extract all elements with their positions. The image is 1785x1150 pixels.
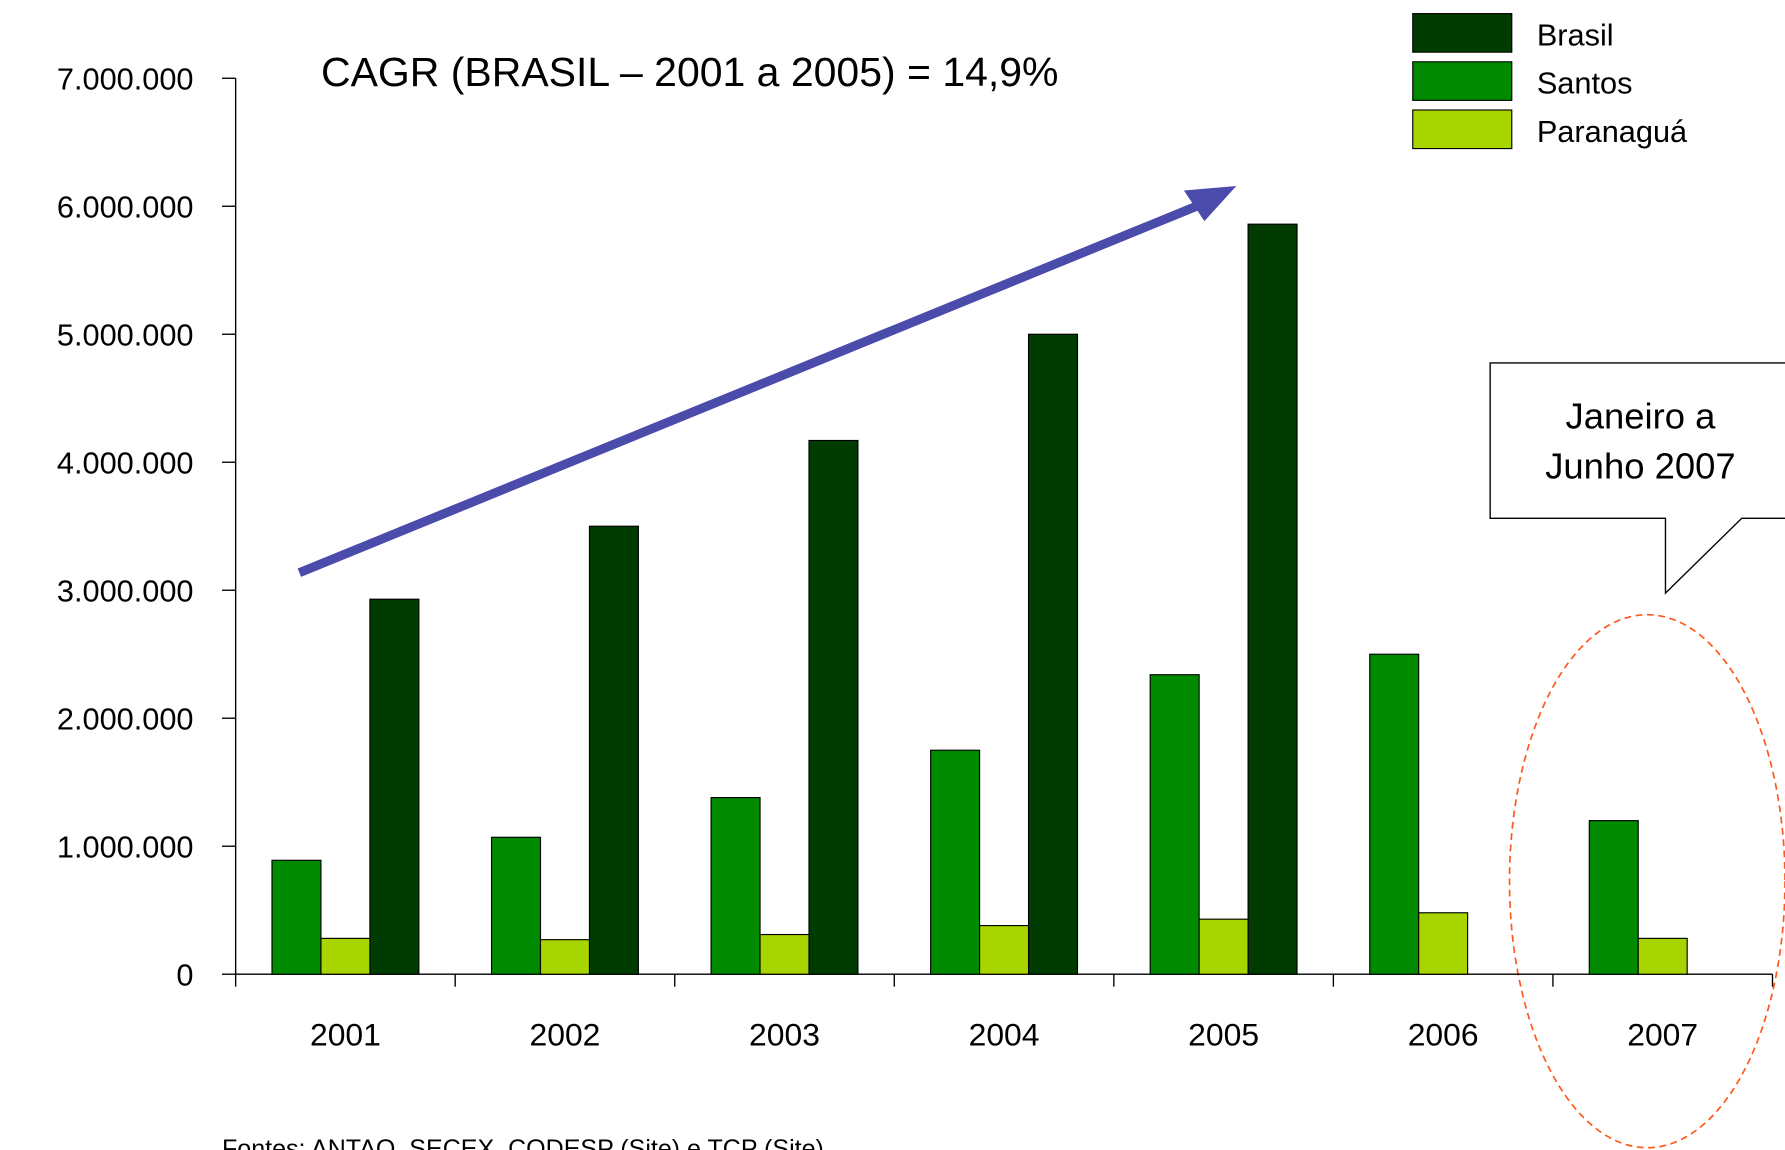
bar (1418, 912, 1469, 975)
legend-label: Paranaguá (1537, 115, 1688, 149)
bar (979, 925, 1030, 975)
y-tick-label: 7.000.000 (57, 63, 194, 97)
bar (539, 939, 591, 975)
y-tick-label: 0 (176, 959, 193, 993)
y-tick-label: 6.000.000 (57, 191, 194, 225)
arrow-head (1183, 185, 1237, 222)
y-tick-label: 2.000.000 (57, 703, 194, 737)
legend-swatch (1412, 61, 1513, 101)
bar (271, 859, 322, 975)
bar (588, 525, 639, 975)
legend-label: Santos (1537, 67, 1633, 101)
bar (490, 836, 542, 975)
bar (808, 439, 859, 975)
x-tick-label: 2005 (1188, 1017, 1259, 1053)
x-tick-label: 2007 (1627, 1017, 1698, 1053)
y-tick-label: 1.000.000 (57, 831, 194, 865)
bar (369, 598, 420, 975)
x-tick-label: 2001 (310, 1017, 381, 1053)
y-tick-label: 3.000.000 (57, 575, 194, 609)
callout-box (1489, 362, 1785, 595)
x-tick-label: 2003 (749, 1017, 820, 1053)
trend-arrow (297, 198, 1207, 577)
bar (1588, 820, 1639, 975)
bar (1637, 937, 1688, 975)
bar (759, 933, 810, 975)
bar (1369, 653, 1420, 975)
callout-text: Junho 2007 (1545, 446, 1735, 487)
callout-text: Janeiro a (1565, 396, 1716, 437)
bar (1027, 333, 1079, 975)
legend-swatch (1412, 109, 1513, 150)
bar (710, 797, 761, 975)
source: Fontes: ANTAQ, SECEX, CODESP (Site) e TC… (222, 1135, 824, 1150)
bar (1149, 674, 1200, 975)
x-tick-label: 2006 (1408, 1017, 1479, 1053)
x-tick-label: 2002 (530, 1017, 601, 1053)
y-tick-label: 4.000.000 (57, 447, 194, 481)
bar (1198, 918, 1249, 975)
highlight-ellipse (1508, 613, 1785, 1149)
bar (320, 937, 371, 975)
bar (930, 749, 981, 975)
chart-title: CAGR (BRASIL – 2001 a 2005) = 14,9% (321, 49, 1058, 95)
legend-swatch (1412, 13, 1513, 53)
y-tick-label: 5.000.000 (57, 319, 194, 353)
x-tick-label: 2004 (969, 1017, 1040, 1053)
bar (1247, 223, 1298, 975)
legend-label: Brasil (1537, 18, 1614, 52)
